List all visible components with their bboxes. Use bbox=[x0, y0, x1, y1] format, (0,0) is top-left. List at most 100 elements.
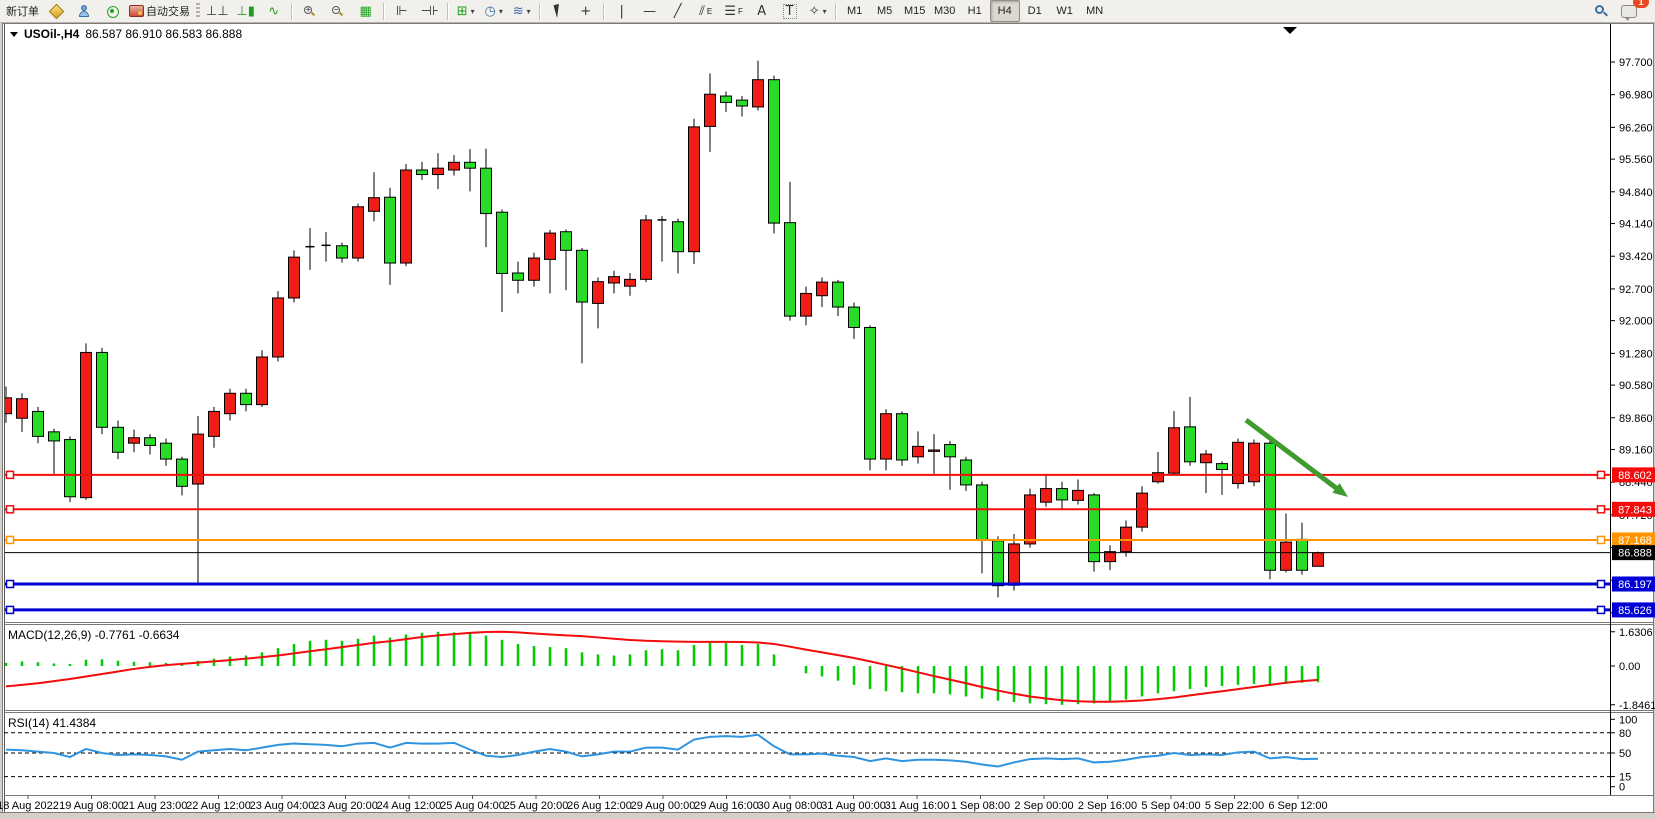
candle-bull bbox=[1312, 552, 1324, 567]
trend-arrow-head[interactable] bbox=[1332, 483, 1348, 497]
channel-button[interactable]: ⫽ E bbox=[699, 3, 713, 19]
timeframe-button-h4[interactable]: H4 bbox=[989, 0, 1020, 22]
candle-bear bbox=[576, 249, 588, 303]
timeframe-button-h1[interactable]: H1 bbox=[967, 5, 982, 17]
date-label: 31 Aug 16:00 bbox=[885, 800, 950, 812]
candle-bear bbox=[1184, 426, 1196, 463]
timeframe-button-w1[interactable]: W1 bbox=[1056, 5, 1073, 17]
macd-layer bbox=[4, 630, 1320, 705]
search-button[interactable] bbox=[1587, 0, 1615, 22]
date-label: 25 Aug 04:00 bbox=[440, 800, 505, 812]
candle-bear bbox=[48, 431, 60, 442]
text-label-button[interactable]: T bbox=[776, 0, 804, 22]
price-tag-button[interactable] bbox=[42, 0, 70, 22]
profile-button[interactable] bbox=[70, 0, 98, 22]
hline-handle[interactable] bbox=[5, 535, 15, 545]
candle-bear bbox=[832, 281, 844, 308]
candle-bear bbox=[160, 442, 172, 460]
indicators-button[interactable]: ≋ ▾ bbox=[508, 0, 536, 22]
autotrading-button[interactable]: 自动交易 bbox=[126, 0, 193, 22]
candle-bear bbox=[848, 306, 860, 328]
crosshair-button[interactable]: + bbox=[572, 0, 600, 22]
date-label: 1 Sep 08:00 bbox=[951, 800, 1010, 812]
timeframe-button-m30[interactable]: M30 bbox=[933, 5, 956, 17]
toolbar: 新订单 自动交易 ⊥⊥ ⊥▮ ∿ + − ▦ ⊩ ⊣⊦ ⊞ ▾ ◷ ▾ ≋ ▾ + |… bbox=[0, 0, 1655, 23]
fibonacci-button[interactable]: ☰ F bbox=[724, 3, 743, 19]
dropdown-arrow-icon: ▾ bbox=[498, 6, 503, 16]
new-order-button[interactable]: 新订单 bbox=[6, 6, 39, 18]
candle-bull bbox=[432, 167, 444, 176]
candle-bull bbox=[544, 232, 556, 260]
hline-handle[interactable] bbox=[5, 470, 15, 480]
price-tick-label: 92.000 bbox=[1619, 316, 1653, 328]
date-label: 23 Aug 20:00 bbox=[313, 800, 378, 812]
trend-arrow-line[interactable] bbox=[1244, 418, 1344, 495]
candle-bear bbox=[976, 484, 988, 541]
window-bottom-strip bbox=[0, 812, 1655, 819]
macd-axis-label: 0.00 bbox=[1619, 661, 1640, 673]
candle-bull bbox=[1104, 551, 1116, 563]
horizontal-line-button[interactable]: — bbox=[636, 0, 664, 22]
price-line-label-box bbox=[1612, 532, 1655, 548]
zoom-out-icon: − bbox=[332, 5, 343, 17]
signal-button[interactable] bbox=[98, 0, 126, 22]
candle-bull bbox=[16, 398, 28, 419]
hline-handle[interactable] bbox=[5, 605, 15, 615]
candle-bear bbox=[1216, 463, 1228, 471]
chart-shift-button[interactable]: ⊣⊦ bbox=[416, 0, 444, 22]
timeframe-button-d1[interactable]: D1 bbox=[1027, 5, 1042, 17]
timeframe-button-m15[interactable]: M15 bbox=[903, 5, 926, 17]
zoom-in-icon: + bbox=[304, 5, 315, 17]
price-tick-label: 93.420 bbox=[1619, 251, 1653, 263]
cursor-icon bbox=[553, 3, 563, 19]
auto-scroll-button[interactable]: ⊩ bbox=[388, 0, 416, 22]
candle-bull bbox=[592, 281, 604, 304]
cursor-button[interactable] bbox=[544, 0, 572, 22]
scroll-marker-icon[interactable] bbox=[1283, 27, 1297, 34]
candle-bear bbox=[416, 169, 428, 176]
candle-bull bbox=[624, 278, 636, 287]
price-tick-label: 91.280 bbox=[1619, 348, 1653, 360]
line-chart-button[interactable]: ∿ bbox=[260, 0, 288, 22]
date-label: 25 Aug 20:00 bbox=[504, 800, 569, 812]
candle-bear bbox=[464, 161, 476, 169]
hline-handle[interactable] bbox=[1596, 505, 1606, 514]
candle-bull bbox=[704, 93, 716, 127]
text-button[interactable]: A bbox=[757, 3, 767, 19]
price-line-label: 87.168 bbox=[1618, 535, 1652, 547]
price-tick-label: 96.980 bbox=[1619, 90, 1653, 102]
tile-windows-button[interactable]: ▦ bbox=[352, 0, 380, 22]
zoom-out-button[interactable]: − bbox=[324, 0, 352, 22]
indicator-icon: ≋ bbox=[512, 3, 524, 19]
candlestick-layer bbox=[4, 60, 1324, 598]
candle-bear bbox=[112, 426, 124, 453]
timeframe-button-m5[interactable]: M5 bbox=[877, 5, 893, 17]
timeframe-button-mn[interactable]: MN bbox=[1086, 5, 1104, 17]
zoom-in-button[interactable]: + bbox=[296, 0, 324, 22]
candlestick-chart-button[interactable]: ⊥▮ bbox=[232, 0, 260, 22]
candlestick-icon: ⊥▮ bbox=[236, 3, 255, 19]
hline-handle[interactable] bbox=[1596, 579, 1606, 589]
vertical-line-button[interactable]: | bbox=[608, 0, 636, 22]
new-chart-button[interactable]: ⊞ ▾ bbox=[452, 0, 480, 22]
dropdown-arrow-icon: ▾ bbox=[822, 6, 827, 16]
price-tick-label: 90.580 bbox=[1619, 380, 1653, 392]
date-label: 18 Aug 2022 bbox=[0, 800, 59, 812]
hline-handle[interactable] bbox=[5, 579, 15, 589]
arrows-button[interactable]: ✧ ▾ bbox=[804, 0, 832, 22]
notifications-button[interactable]: 1 bbox=[1615, 0, 1649, 22]
hline-handle[interactable] bbox=[5, 505, 15, 514]
chart-dropdown-icon[interactable] bbox=[10, 31, 18, 37]
hline-handle[interactable] bbox=[1596, 605, 1606, 615]
candle-bear bbox=[896, 413, 908, 461]
bar-chart-button[interactable]: ⊥⊥ bbox=[203, 0, 232, 22]
candle-bull bbox=[128, 437, 140, 444]
timeframe-button-m1[interactable]: M1 bbox=[847, 5, 863, 17]
trendline-button[interactable]: ╱ bbox=[664, 0, 692, 22]
hline-handle[interactable] bbox=[1596, 470, 1606, 480]
period-button[interactable]: ◷ ▾ bbox=[480, 0, 508, 22]
hline-handle[interactable] bbox=[1596, 535, 1606, 545]
date-label: 5 Sep 22:00 bbox=[1205, 800, 1264, 812]
date-label: 30 Aug 08:00 bbox=[758, 800, 823, 812]
